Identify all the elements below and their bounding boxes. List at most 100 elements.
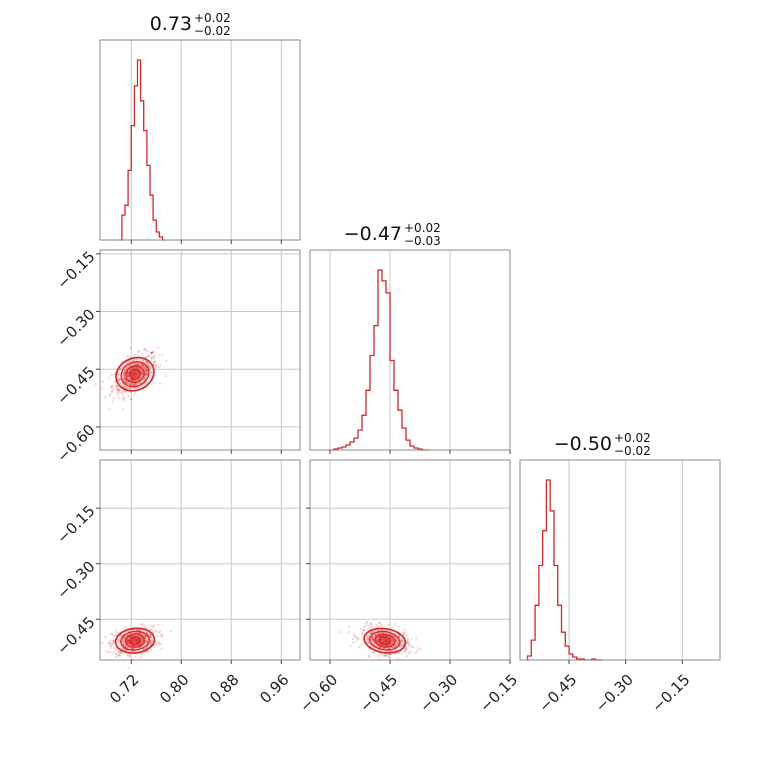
- x-tick-label: −0.60: [296, 671, 341, 716]
- scatter-point: [118, 378, 121, 381]
- scatter-point: [381, 641, 384, 644]
- scatter-point: [154, 360, 157, 363]
- scatter-point: [128, 368, 132, 371]
- scatter-point: [366, 635, 369, 639]
- scatter-point: [366, 638, 369, 641]
- scatter-point: [131, 384, 134, 387]
- scatter-point: [126, 639, 129, 642]
- diag-title-minus: −0.02: [194, 24, 231, 38]
- scatter-point: [118, 378, 121, 381]
- scatter-point: [161, 353, 164, 356]
- scatter-point: [141, 639, 144, 642]
- scatter-point: [126, 375, 129, 378]
- scatter-point: [110, 642, 113, 645]
- scatter-point: [134, 374, 138, 377]
- scatter-point: [107, 642, 110, 645]
- scatter-point: [110, 644, 113, 647]
- scatter-point: [119, 382, 122, 385]
- scatter-point: [150, 636, 153, 639]
- scatter-point: [137, 628, 140, 632]
- scatter-point: [416, 647, 419, 650]
- scatter-point: [384, 654, 387, 657]
- scatter-point: [122, 642, 125, 645]
- scatter-point: [380, 653, 383, 656]
- scatter-point: [133, 373, 136, 376]
- scatter-point: [134, 650, 137, 653]
- scatter-point: [380, 638, 383, 641]
- scatter-point: [386, 637, 389, 640]
- scatter-point: [132, 372, 135, 375]
- scatter-point: [144, 641, 147, 644]
- scatter-point: [131, 375, 135, 378]
- scatter-point: [143, 348, 146, 351]
- scatter-point: [139, 381, 142, 385]
- scatter-point: [370, 645, 373, 648]
- scatter-point: [144, 369, 147, 372]
- scatter-point: [135, 373, 138, 376]
- scatter-point: [391, 638, 394, 641]
- scatter-point: [130, 647, 133, 650]
- scatter-point: [132, 374, 135, 377]
- scatter-point: [133, 369, 136, 372]
- scatter-point: [144, 366, 147, 369]
- scatter-point: [118, 652, 121, 655]
- scatter-point: [396, 637, 399, 641]
- scatter-point: [144, 636, 147, 640]
- scatter-point: [109, 639, 112, 642]
- scatter-point: [383, 639, 386, 643]
- scatter-point: [139, 632, 142, 635]
- diag-title-minus: −0.03: [404, 234, 441, 248]
- scatter-point: [400, 644, 403, 647]
- scatter-point: [133, 371, 136, 374]
- scatter-point: [151, 357, 154, 360]
- x-tick-label: −0.15: [648, 671, 693, 716]
- scatter-point: [150, 352, 153, 355]
- x-tick-label: −0.30: [416, 671, 461, 716]
- scatter-point: [117, 378, 120, 381]
- scatter-point: [157, 640, 161, 644]
- scatter-point: [410, 638, 413, 641]
- scatter-point: [376, 639, 379, 642]
- scatter-point: [126, 654, 129, 657]
- scatter-point: [368, 631, 371, 635]
- diag-title-value: 0.73: [150, 13, 192, 35]
- y-tick-label: −0.30: [53, 558, 98, 603]
- scatter-point: [106, 650, 109, 653]
- scatter-point: [365, 620, 369, 624]
- scatter-point: [117, 653, 120, 657]
- scatter-point: [156, 346, 160, 349]
- scatter-point: [134, 640, 138, 643]
- scatter-point: [122, 374, 126, 378]
- scatter-point: [120, 366, 123, 370]
- scatter-point: [104, 636, 107, 639]
- scatter-point: [377, 635, 380, 638]
- scatter-point: [143, 366, 146, 370]
- scatter-point: [141, 384, 144, 387]
- scatter-point: [406, 641, 409, 645]
- scatter-point: [379, 646, 382, 649]
- scatter-point: [402, 632, 405, 635]
- scatter-point: [146, 372, 149, 375]
- scatter-point: [132, 366, 136, 369]
- x-tick-label: −0.45: [535, 671, 580, 716]
- scatter-point: [382, 654, 385, 657]
- x-tick-label: 0.72: [106, 671, 142, 707]
- scatter-point: [132, 639, 135, 642]
- y-tick-label: −0.30: [53, 305, 98, 350]
- scatter-point: [385, 640, 388, 643]
- scatter-point: [391, 646, 394, 649]
- scatter-point: [415, 637, 418, 640]
- scatter-point: [374, 633, 377, 636]
- scatter-point: [134, 374, 137, 378]
- scatter-point: [131, 640, 134, 643]
- scatter-point: [378, 624, 382, 628]
- scatter-point: [385, 642, 388, 645]
- scatter-point: [373, 646, 376, 650]
- scatter-point: [145, 368, 148, 372]
- scatter-point: [143, 626, 146, 629]
- scatter-point: [153, 363, 156, 366]
- scatter-point: [121, 394, 124, 397]
- scatter-point: [120, 391, 123, 394]
- scatter-point: [160, 634, 163, 637]
- scatter-point: [94, 383, 97, 386]
